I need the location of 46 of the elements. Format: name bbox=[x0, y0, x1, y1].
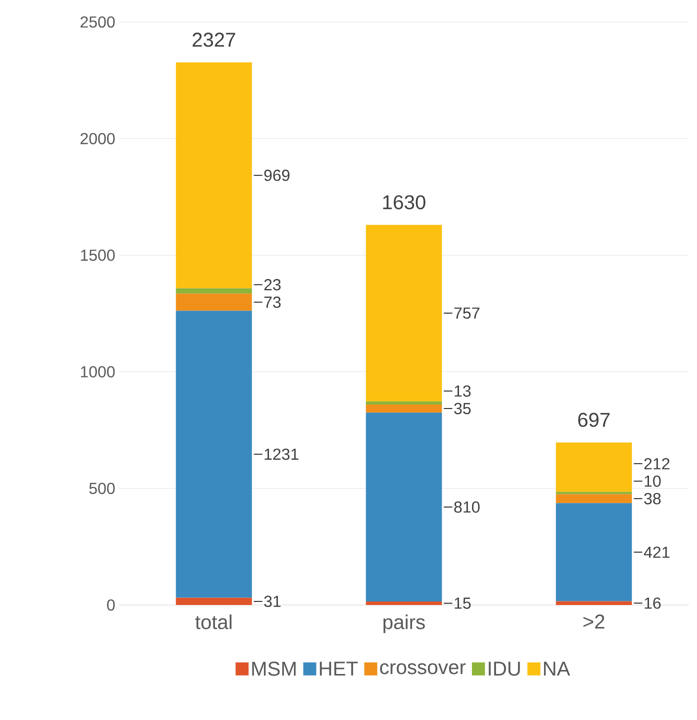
data-label: 15 bbox=[454, 598, 471, 609]
bar bbox=[176, 310, 252, 598]
x-tick-label: pairs bbox=[384, 614, 425, 634]
bar bbox=[556, 494, 632, 504]
legend-label: crossover bbox=[380, 663, 466, 674]
bar bbox=[556, 442, 632, 492]
legend-label: HET bbox=[320, 662, 358, 676]
legend-label: IDU bbox=[488, 662, 520, 676]
data-label: 421 bbox=[644, 546, 670, 558]
data-label: 10 bbox=[644, 476, 661, 487]
bar bbox=[176, 62, 252, 288]
bar bbox=[366, 412, 442, 602]
data-label: 35 bbox=[454, 402, 471, 414]
data-label: 23 bbox=[264, 279, 281, 290]
bar bbox=[366, 404, 442, 413]
bar bbox=[176, 294, 252, 311]
x-tick-label: total bbox=[195, 614, 232, 630]
bar bbox=[366, 401, 442, 404]
data-label: 810 bbox=[454, 501, 480, 513]
data-label: 73 bbox=[264, 296, 281, 308]
x-tick-label: >2 bbox=[584, 614, 604, 628]
data-label: 1231 bbox=[264, 448, 298, 460]
data-label: 757 bbox=[454, 308, 480, 319]
y-tick-label: 2500 bbox=[80, 16, 115, 28]
y-tick-label: 2000 bbox=[80, 132, 115, 144]
bar bbox=[176, 288, 252, 294]
y-tick-label: 0 bbox=[107, 599, 115, 611]
total-label: 697 bbox=[578, 412, 610, 427]
bar bbox=[556, 503, 632, 602]
total-label: 1630 bbox=[383, 195, 426, 210]
bar bbox=[176, 598, 252, 605]
data-label: 212 bbox=[644, 458, 670, 470]
y-tick-label: 1000 bbox=[81, 366, 115, 378]
y-tick-label: 1500 bbox=[81, 250, 115, 261]
data-label: 38 bbox=[644, 493, 661, 504]
y-tick-label: 500 bbox=[89, 482, 115, 494]
bar bbox=[366, 602, 442, 605]
total-label: 2327 bbox=[192, 32, 236, 47]
bar bbox=[556, 601, 632, 605]
data-label: 31 bbox=[264, 596, 281, 608]
data-label: 13 bbox=[454, 385, 471, 397]
data-label: 16 bbox=[644, 597, 661, 609]
bar bbox=[366, 224, 442, 402]
legend-label: NA bbox=[544, 662, 570, 676]
legend-label: MSM bbox=[252, 662, 296, 676]
data-label: 969 bbox=[264, 170, 290, 181]
